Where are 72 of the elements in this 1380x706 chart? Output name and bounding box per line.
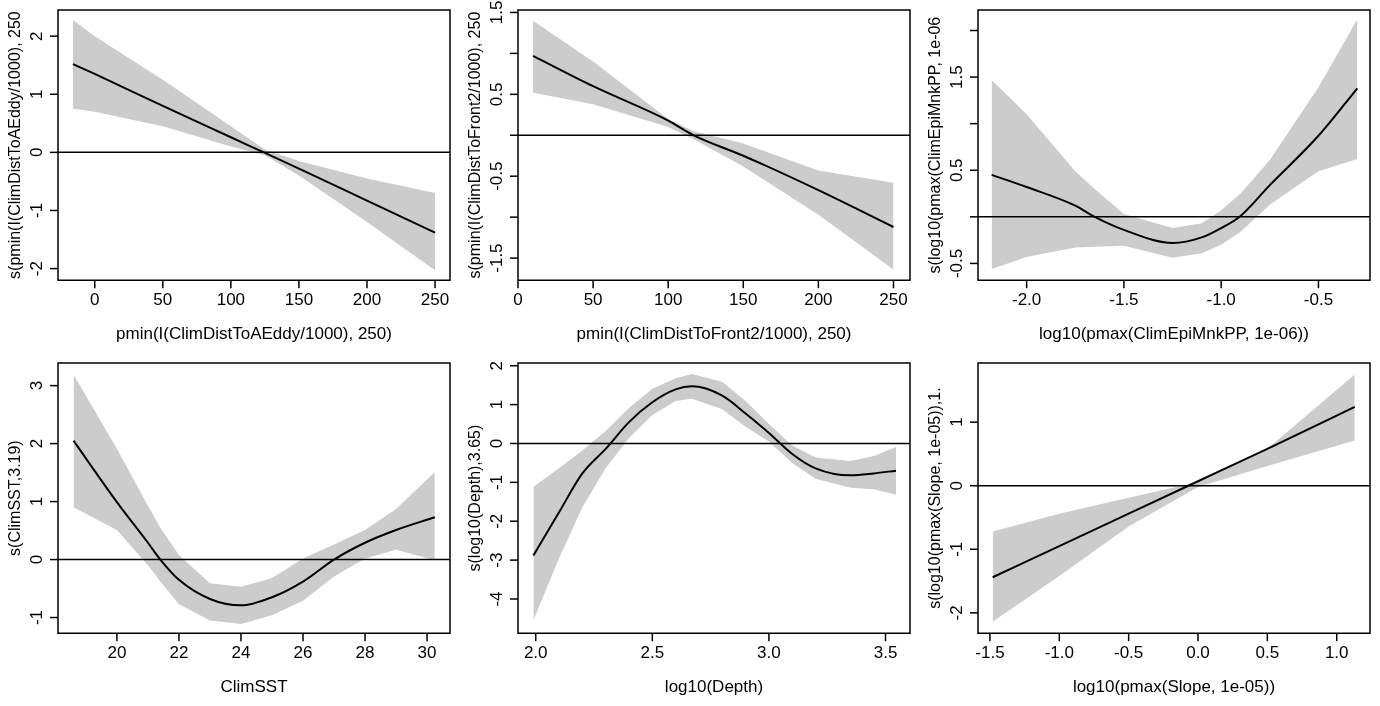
y-tick-label: 0 [947, 480, 967, 491]
x-tick-label: -2.0 [1011, 290, 1042, 310]
y-axis-title: s(log10(pmax(Slope, 1e-05)),1. [926, 387, 944, 609]
y-tick-label: -0.5 [947, 248, 967, 279]
y-tick-label: 1 [27, 496, 47, 507]
x-tick-label: 26 [293, 643, 313, 663]
x-tick-label: 22 [169, 643, 189, 663]
x-tick-label: 200 [804, 290, 833, 310]
x-tick-label: 0.0 [1186, 643, 1210, 663]
x-tick-label: -1.5 [1109, 290, 1139, 310]
x-tick-label: 0.5 [1255, 643, 1280, 663]
x-tick-label: 200 [352, 290, 382, 310]
y-axis-title: s(pmin(I(ClimDistToAEddy/1000), 250 [6, 11, 24, 279]
x-tick-label: -1.0 [1044, 643, 1074, 663]
x-tick-label: 100 [654, 290, 683, 310]
x-axis-title: pmin(I(ClimDistToFront2/1000), 250) [576, 324, 852, 344]
x-tick-label: 28 [355, 643, 375, 663]
y-tick-label: 3 [27, 380, 47, 391]
y-axis-title: s(log10(pmax(ClimEpiMnkPP, 1e-06 [926, 16, 944, 274]
x-tick-label: 50 [583, 290, 603, 310]
y-tick-label: 0 [27, 554, 47, 565]
y-tick-label: -1 [27, 609, 47, 626]
x-tick-label: 150 [729, 290, 758, 310]
x-tick-label: 250 [420, 290, 450, 310]
x-axis-title: ClimSST [220, 677, 288, 697]
y-tick-label: 0.5 [487, 82, 507, 107]
x-tick-label: -0.5 [1113, 643, 1144, 663]
x-tick-label: -0.5 [1303, 290, 1334, 310]
y-tick-label: -0.5 [487, 161, 507, 191]
y-axis-title: s(log10(Depth),3.65) [466, 424, 484, 572]
x-tick-label: 0 [90, 290, 100, 310]
y-axis-title: s(pmin(I(ClimDistToFront2/1000), 250 [466, 11, 484, 279]
x-tick-label: 2.0 [523, 643, 548, 663]
x-tick-label: 150 [284, 290, 314, 310]
x-tick-label: 50 [153, 290, 173, 310]
y-tick-label: -2 [27, 261, 47, 277]
y-tick-label: 0 [487, 438, 507, 449]
y-tick-label: -2 [947, 605, 967, 621]
y-tick-label: 0 [27, 147, 47, 158]
x-tick-label: 3.0 [757, 643, 781, 663]
x-tick-label: 30 [417, 643, 437, 663]
x-tick-label: 1.0 [1324, 643, 1349, 663]
y-tick-label: -1 [947, 541, 967, 557]
y-tick-label: -4 [487, 591, 507, 607]
x-axis-title: log10(Depth) [664, 677, 764, 697]
y-tick-label: 2 [27, 31, 47, 41]
y-tick-label: -1 [487, 474, 507, 490]
x-tick-label: 3.5 [873, 643, 898, 663]
x-tick-label: 20 [107, 643, 127, 663]
x-axis-title: log10(pmax(Slope, 1e-05)) [1072, 677, 1276, 697]
x-tick-label: -1.0 [1206, 290, 1236, 310]
x-tick-label: 100 [216, 290, 246, 310]
x-tick-label: 24 [231, 643, 251, 663]
y-tick-label: 1 [947, 417, 967, 427]
y-tick-label: 1.5 [947, 65, 967, 89]
x-tick-label: 0 [513, 290, 523, 310]
y-tick-label: -1 [27, 202, 47, 219]
x-axis-title: log10(pmax(ClimEpiMnkPP, 1e-06)) [1039, 324, 1309, 344]
x-tick-label: 250 [879, 290, 908, 310]
y-tick-label: -2 [487, 513, 507, 529]
x-tick-label: -1.5 [975, 643, 1005, 663]
x-tick-label: 2.5 [640, 643, 665, 663]
y-axis-title: s(ClimSST,3.19) [6, 440, 24, 556]
y-tick-label: 2 [487, 360, 507, 371]
y-tick-label: 1 [487, 399, 507, 410]
x-axis-title: pmin(I(ClimDistToAEddy/1000), 250) [116, 324, 392, 344]
y-tick-label: 1 [27, 89, 47, 99]
y-tick-label: -1.5 [487, 243, 507, 273]
y-tick-label: 0.5 [947, 158, 967, 183]
y-tick-label: 1.5 [487, 0, 507, 25]
y-tick-label: -3 [487, 552, 507, 568]
y-tick-label: 2 [27, 438, 47, 449]
